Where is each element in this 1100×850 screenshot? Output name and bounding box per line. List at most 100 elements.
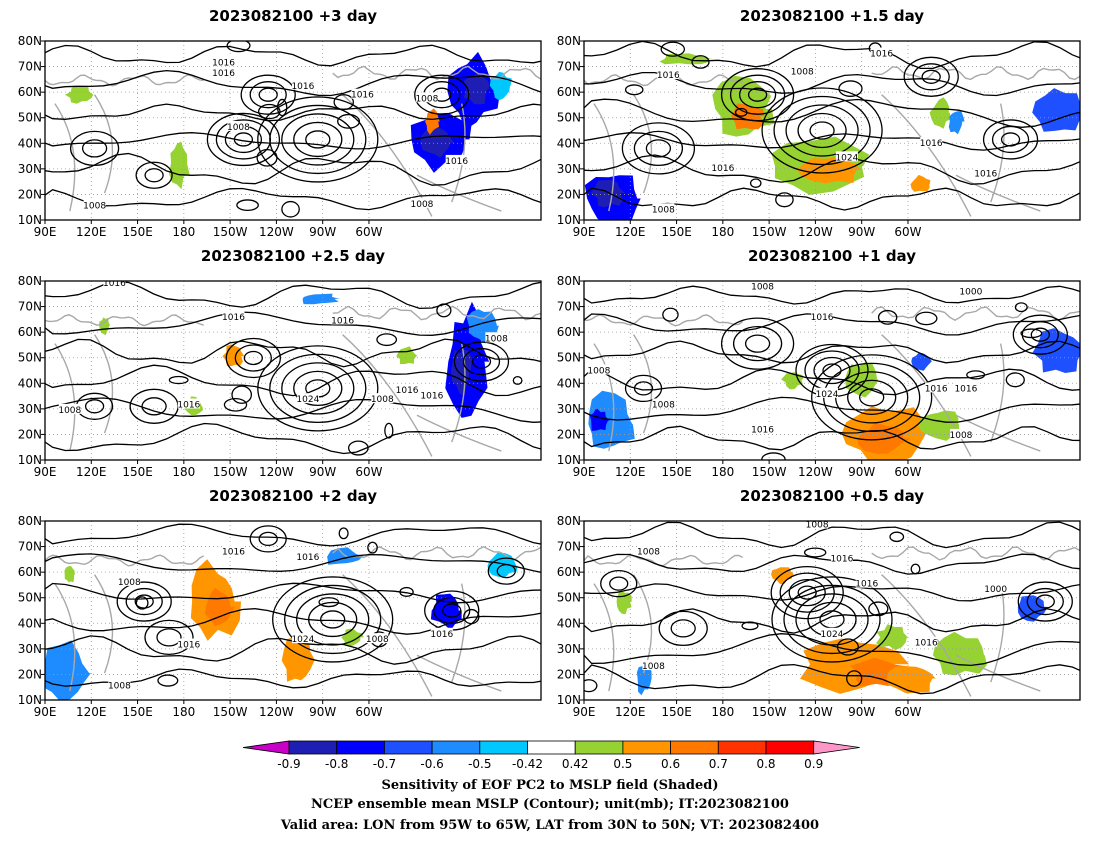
lon-tick-label: 180 <box>172 465 195 479</box>
lon-tick-label: 90E <box>34 705 57 719</box>
lat-tick-label: 30N <box>18 642 42 656</box>
map-panel-2: 2023082100 +1.5 day 1016 1008 1016 1016 1024 1… <box>557 7 1081 239</box>
shaded-area <box>425 108 440 135</box>
contour-label: 1016 <box>396 386 419 396</box>
contour-label: 1016 <box>103 279 126 289</box>
lon-tick-label: 150E <box>661 465 692 479</box>
contour-label: 1008 <box>652 401 675 411</box>
map-panel-6: 2023082100 +0.5 day 1008 1008 1016 1016 1000 1… <box>557 487 1081 719</box>
contour-label: 1016 <box>222 547 245 557</box>
lat-tick-label: 30N <box>557 402 581 416</box>
colorbar-swatch <box>622 740 672 755</box>
lon-tick-label: 90E <box>573 225 596 239</box>
lat-tick-label: 10N <box>18 213 42 227</box>
lon-tick-label: 150W <box>752 225 787 239</box>
shaded-area <box>589 408 610 431</box>
mslp-contours <box>45 41 541 218</box>
shaded-area <box>99 317 111 336</box>
colorbar-swatch <box>717 740 767 755</box>
lat-tick-label: 50N <box>18 351 42 365</box>
contour-label: 1008 <box>118 578 141 588</box>
lat-tick-label: 30N <box>557 162 581 176</box>
lon-tick-label: 180 <box>711 465 734 479</box>
lon-tick-label: 90W <box>848 225 875 239</box>
shaded-area <box>451 349 472 397</box>
shaded-area <box>281 635 316 682</box>
lat-tick-label: 70N <box>18 300 42 314</box>
lon-tick-label: 150W <box>213 225 248 239</box>
lat-tick-label: 20N <box>18 427 42 441</box>
mslp-contours <box>584 521 1080 695</box>
contour-label: 1016 <box>811 313 834 323</box>
contour-label: 1016 <box>351 91 374 101</box>
lat-tick-label: 20N <box>18 187 42 201</box>
lat-tick-label: 70N <box>18 540 42 554</box>
lat-tick-label: 30N <box>18 162 42 176</box>
contour-label: 1024 <box>835 153 858 163</box>
shaded-area <box>205 587 236 627</box>
contour-label: 1016 <box>212 58 235 68</box>
lat-tick-label: 70N <box>557 540 581 554</box>
colorbar-label: 0.5 <box>613 757 632 771</box>
lat-tick-label: 40N <box>557 616 581 630</box>
coastlines <box>45 546 541 697</box>
lon-tick-label: 150E <box>122 705 153 719</box>
lon-tick-label: 150W <box>752 465 787 479</box>
shaded-area <box>910 174 931 192</box>
panel-title: 2023082100 +1 day <box>748 247 916 265</box>
contour-label: 1008 <box>371 395 394 405</box>
lat-tick-label: 10N <box>557 693 581 707</box>
lon-tick-label: 120W <box>798 225 833 239</box>
colorbar-swatch <box>383 740 433 755</box>
lat-tick-label: 40N <box>557 376 581 390</box>
shaded-area <box>302 293 340 305</box>
colorbar-swatch <box>288 740 338 755</box>
contour-label: 1008 <box>58 406 81 416</box>
lat-tick-label: 40N <box>18 136 42 150</box>
mslp-contours <box>584 41 1080 211</box>
contour-label: 1016 <box>212 69 235 79</box>
contour-label: 1016 <box>870 50 893 60</box>
lon-tick-label: 150W <box>213 705 248 719</box>
lat-tick-label: 50N <box>18 111 42 125</box>
lon-tick-label: 90E <box>34 225 57 239</box>
panel-title: 2023082100 +0.5 day <box>740 487 924 505</box>
shaded-area <box>590 180 626 208</box>
lon-tick-label: 150E <box>122 465 153 479</box>
shaded-area <box>64 566 75 583</box>
contour-label: 1008 <box>950 431 973 441</box>
caption-line2: NCEP ensemble mean MSLP (Contour); unit(… <box>311 797 789 812</box>
contour-label: 1000 <box>984 585 1007 595</box>
lon-tick-label: 180 <box>172 225 195 239</box>
lat-tick-label: 20N <box>557 667 581 681</box>
shaded-area <box>857 422 911 454</box>
map-frame <box>44 40 542 221</box>
contour-label: 1024 <box>816 390 839 400</box>
contour-label: 1016 <box>657 71 680 81</box>
contour-label: 1008 <box>652 205 675 215</box>
contour-label: 1016 <box>430 630 453 640</box>
lon-tick-label: 120E <box>615 465 646 479</box>
contour-label: 1008 <box>366 635 389 645</box>
map-background <box>584 41 1080 220</box>
lon-tick-label: 120W <box>798 705 833 719</box>
lon-tick-label: 120E <box>615 705 646 719</box>
lon-tick-label: 150W <box>213 465 248 479</box>
lon-tick-label: 90W <box>309 705 336 719</box>
lon-tick-label: 90E <box>34 465 57 479</box>
shaded-area <box>876 624 908 651</box>
lon-tick-label: 150E <box>122 225 153 239</box>
contour-label: 1008 <box>411 200 434 210</box>
shaded-area <box>929 97 951 129</box>
lat-tick-label: 70N <box>557 60 581 74</box>
colorbar-arrow-left <box>242 740 290 755</box>
contour-label: 1016 <box>974 169 997 179</box>
lat-tick-label: 80N <box>18 274 42 288</box>
lat-tick-label: 10N <box>18 693 42 707</box>
shaded-area <box>1032 88 1080 132</box>
shaded-area <box>463 72 490 105</box>
contour-label: 1016 <box>711 164 734 174</box>
mslp-contours <box>45 281 541 456</box>
lon-tick-label: 60W <box>894 705 921 719</box>
